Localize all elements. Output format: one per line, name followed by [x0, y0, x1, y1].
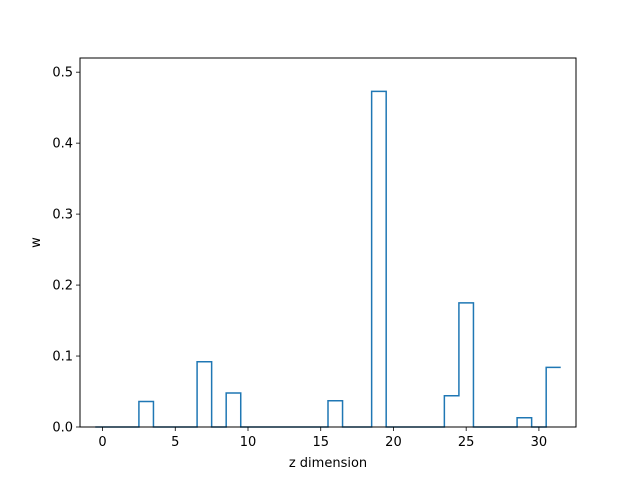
y-axis-label: w: [29, 237, 44, 248]
x-tick-label: 25: [458, 435, 475, 450]
y-tick-label: 0.4: [52, 137, 73, 152]
x-tick-label: 20: [385, 435, 402, 450]
x-tick-label: 5: [171, 435, 179, 450]
y-tick-label: 0.3: [52, 208, 73, 223]
axes-frame: [79, 57, 577, 428]
y-tick-label: 0.0: [52, 421, 73, 436]
x-tick-label: 0: [98, 435, 106, 450]
axis-ticks: 0 5 10 15 20 25 30 0.0 0.1 0.2 0.3 0.4 0.5: [52, 66, 547, 450]
x-tick-label: 10: [240, 435, 257, 450]
y-tick-label: 0.2: [52, 279, 73, 294]
y-tick-label: 0.5: [52, 66, 73, 81]
x-tick-label: 30: [531, 435, 548, 450]
x-tick-label: 15: [312, 435, 329, 450]
y-tick-label: 0.1: [52, 350, 73, 365]
x-axis-label: z dimension: [289, 456, 367, 471]
